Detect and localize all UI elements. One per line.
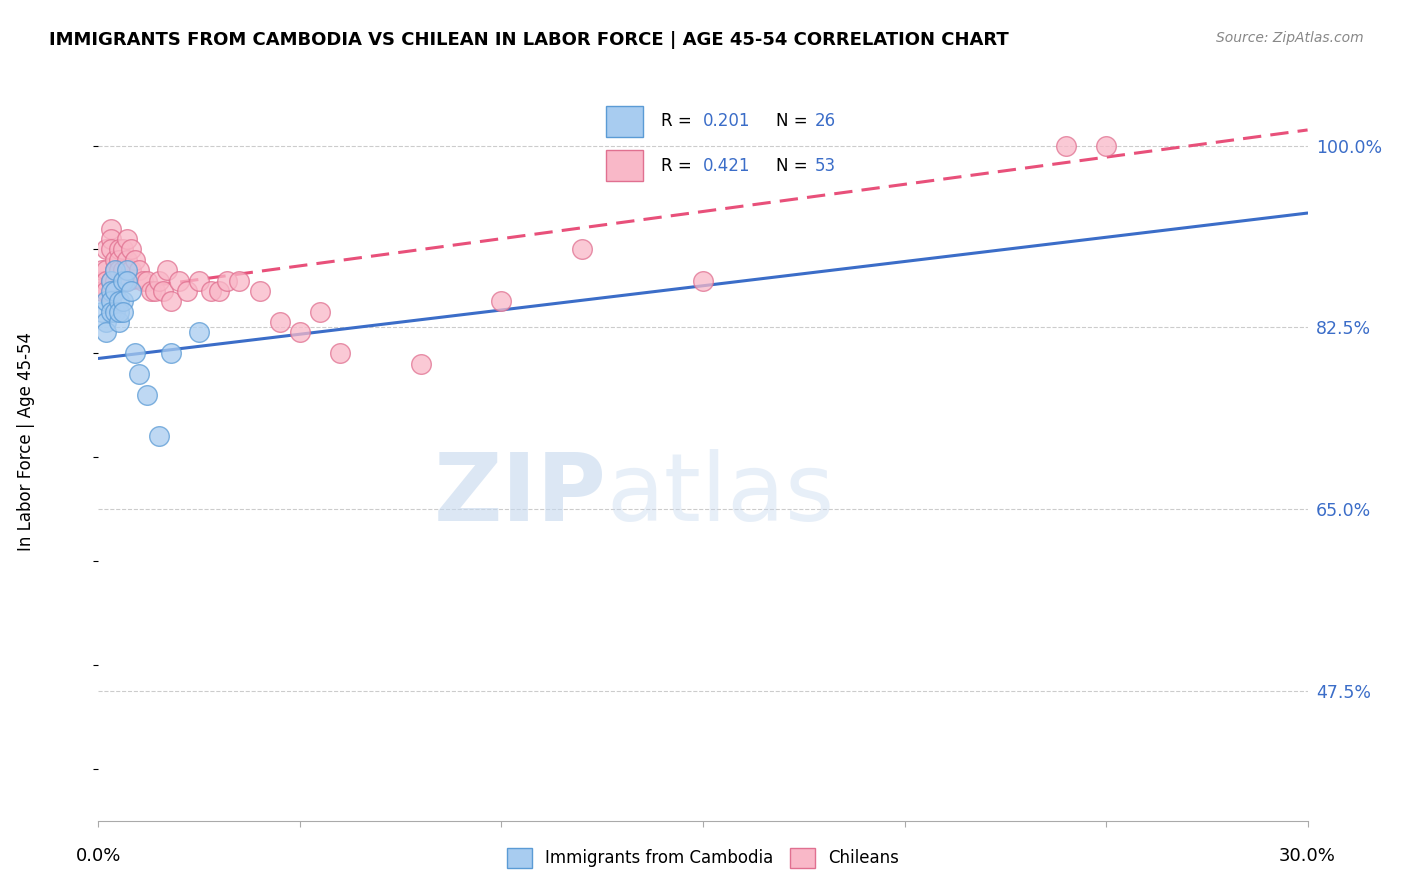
Point (228, 274, 250, 288)
Point (91, 284, 114, 298)
Point (100, 274, 122, 288)
Point (1054, 138, 1077, 153)
Point (103, 274, 125, 288)
Point (103, 284, 125, 298)
Point (188, 326, 211, 340)
Point (115, 274, 138, 288)
Point (100, 274, 122, 288)
Legend: Immigrants from Cambodia, Chileans: Immigrants from Cambodia, Chileans (501, 841, 905, 875)
Point (167, 274, 190, 288)
Point (96, 294, 118, 309)
Point (107, 252, 129, 267)
Point (91, 304, 114, 318)
Point (96, 315, 118, 329)
Point (288, 326, 311, 340)
Point (96, 326, 118, 340)
Point (111, 274, 134, 288)
Point (120, 243, 142, 257)
Point (115, 252, 138, 267)
Text: atlas: atlas (606, 449, 835, 541)
Point (124, 252, 146, 267)
Point (111, 263, 134, 277)
Point (96, 274, 118, 288)
Point (100, 232, 122, 246)
Point (1095, 138, 1118, 153)
Point (111, 274, 134, 288)
Point (409, 357, 432, 371)
Point (208, 284, 231, 298)
Point (269, 315, 291, 329)
Point (217, 274, 239, 288)
Text: Source: ZipAtlas.com: Source: ZipAtlas.com (1216, 31, 1364, 45)
Point (571, 243, 593, 257)
Point (91, 274, 114, 288)
Point (156, 263, 179, 277)
Point (135, 274, 157, 288)
Text: In Labor Force | Age 45-54: In Labor Force | Age 45-54 (17, 332, 35, 551)
Point (249, 284, 271, 298)
Point (91, 263, 114, 277)
Point (103, 304, 125, 318)
Point (176, 284, 198, 298)
Point (103, 263, 125, 277)
Point (200, 284, 222, 298)
Point (692, 274, 714, 288)
Point (115, 263, 138, 277)
Point (329, 346, 352, 360)
Point (160, 346, 183, 360)
Point (128, 263, 150, 277)
Point (115, 232, 138, 246)
Point (107, 304, 129, 318)
Point (100, 221, 122, 235)
Point (111, 243, 134, 257)
Point (96, 263, 118, 277)
Point (124, 346, 146, 360)
Text: 30.0%: 30.0% (1279, 847, 1336, 864)
Point (107, 294, 129, 309)
Point (96, 284, 118, 298)
Point (188, 274, 211, 288)
Point (107, 315, 129, 329)
Point (96, 243, 118, 257)
Point (103, 263, 125, 277)
Text: 0.0%: 0.0% (76, 847, 121, 864)
Point (160, 294, 183, 309)
Point (100, 284, 122, 298)
Point (491, 294, 513, 309)
Point (111, 304, 134, 318)
Point (100, 243, 122, 257)
Point (132, 274, 155, 288)
Point (103, 252, 125, 267)
Point (143, 284, 166, 298)
Point (120, 284, 142, 298)
Point (148, 429, 170, 443)
Text: IMMIGRANTS FROM CAMBODIA VS CHILEAN IN LABOR FORCE | AGE 45-54 CORRELATION CHART: IMMIGRANTS FROM CAMBODIA VS CHILEAN IN L… (49, 31, 1010, 49)
Point (309, 304, 332, 318)
Point (135, 388, 157, 402)
Text: ZIP: ZIP (433, 449, 606, 541)
Point (100, 294, 122, 309)
Point (100, 304, 122, 318)
Point (128, 367, 150, 381)
Point (120, 263, 142, 277)
Point (152, 284, 174, 298)
Point (139, 284, 162, 298)
Point (111, 294, 134, 309)
Point (115, 274, 138, 288)
Point (107, 243, 129, 257)
Point (148, 274, 170, 288)
Point (107, 263, 129, 277)
